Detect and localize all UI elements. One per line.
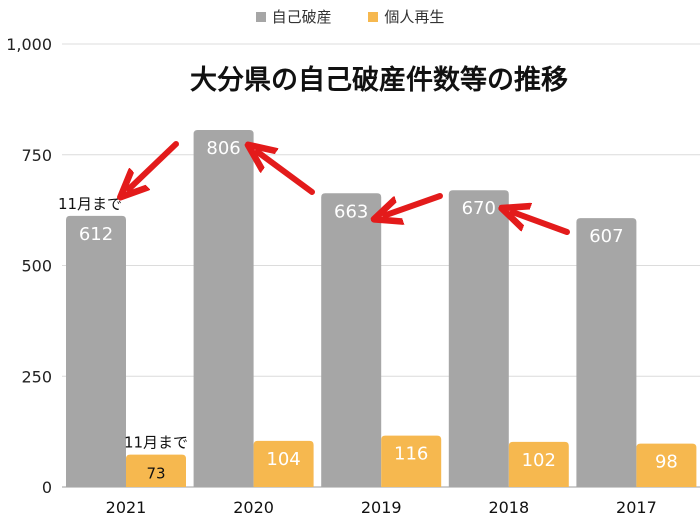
legend: 自己破産 個人再生 [0,6,700,27]
red-arrow [129,141,179,189]
legend-item-bankruptcy[interactable]: 自己破産 [255,6,332,27]
data-label: 607 [589,226,623,247]
data-label: 806 [206,138,240,159]
bar [253,440,314,487]
x-tick-label: 2020 [233,498,274,517]
y-tick-label: 1,000 [6,35,52,54]
legend-swatch-bankruptcy [255,11,266,22]
y-tick-label: 0 [42,478,52,497]
x-tick-label: 2019 [361,498,402,517]
legend-item-rehabilitation[interactable]: 個人再生 [368,6,444,27]
x-tick-label: 2017 [616,498,657,517]
annotation-text: 11月まで [58,195,122,213]
x-tick-label: 2018 [488,498,529,517]
bar [508,441,569,487]
legend-swatch-rehabilitation [368,11,379,22]
data-label: 73 [146,465,165,483]
legend-label-rehabilitation: 個人再生 [384,8,445,26]
y-tick-label: 750 [21,146,52,165]
data-label: 663 [334,201,368,222]
data-label: 670 [462,198,496,219]
chart-title: 大分県の自己破産件数等の推移 [190,65,568,96]
red-arrow [385,193,443,215]
data-label: 104 [266,449,300,470]
red-arrow [513,212,570,235]
bar [381,435,442,487]
bar [321,193,382,487]
data-label: 102 [522,450,556,471]
data-label: 98 [655,452,678,473]
bar [448,190,509,487]
y-tick-label: 500 [21,257,52,276]
data-label: 116 [394,444,428,465]
bar [66,215,126,487]
red-arrow [258,152,315,195]
bar [576,218,637,487]
bar [126,454,186,487]
y-tick-label: 250 [21,367,52,386]
legend-label-bankruptcy: 自己破産 [271,8,332,26]
data-label: 612 [79,224,113,245]
bar [193,129,254,487]
x-tick-label: 2021 [106,498,147,517]
bar [636,443,697,487]
annotation-text: 11月まで [124,434,188,452]
